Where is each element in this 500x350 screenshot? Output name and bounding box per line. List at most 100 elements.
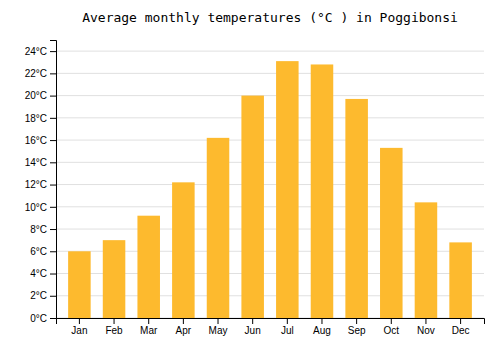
bar [103, 240, 126, 318]
bar [380, 148, 403, 318]
tick-mark [50, 296, 56, 297]
tick-mark [252, 318, 253, 324]
tick-mark [50, 251, 56, 252]
tick-mark [50, 73, 56, 74]
bar [449, 242, 472, 318]
tick-label: 10°C [25, 202, 47, 213]
bar [68, 251, 91, 318]
tick-mark [50, 162, 56, 163]
tick-mark [183, 318, 184, 324]
tick-label: 0°C [30, 313, 47, 324]
tick-mark [50, 318, 56, 319]
bar [345, 99, 368, 318]
tick-label: Jun [245, 325, 261, 336]
tick: Jul [281, 318, 294, 336]
grid [56, 51, 484, 318]
tick-mark [287, 318, 288, 324]
tick: Oct [384, 318, 400, 336]
tick-mark [50, 207, 56, 208]
plot-area: 0°C 2°C 4°C 6°C 8°C 10°C 12°C 14°C 16°C 18°C 20°C 2… [25, 41, 485, 337]
bar [137, 216, 160, 318]
tick-label: 12°C [25, 179, 47, 190]
tick-label: Oct [384, 325, 400, 336]
tick: Nov [417, 318, 435, 336]
tick-mark [356, 318, 357, 324]
tick: 12°C [25, 179, 56, 190]
grid-line [56, 184, 484, 185]
tick: 4°C [30, 268, 56, 279]
axis-line [57, 319, 485, 325]
tick-label: 22°C [25, 68, 47, 79]
tick: Dec [452, 318, 470, 336]
grid-line [56, 51, 484, 52]
tick-label: Aug [313, 325, 331, 336]
tick-label: 4°C [30, 268, 47, 279]
tick: 6°C [30, 246, 56, 257]
tick-mark [50, 51, 56, 52]
tick-label: Mar [140, 325, 158, 336]
chart-container: 0°C 2°C 4°C 6°C 8°C 10°C 12°C 14°C 16°C 18°C 20°C 2… [0, 0, 500, 350]
grid-line [56, 117, 484, 118]
tick-label: Sep [348, 325, 366, 336]
tick: Sep [348, 318, 366, 336]
x-axis: Jan Feb Mar Apr May Jun Jul Aug Sep Oct Nov Dec [57, 318, 485, 336]
tick: Feb [105, 318, 123, 336]
tick: 18°C [25, 113, 56, 124]
tick: Jan [71, 318, 87, 336]
tick-mark [79, 318, 80, 324]
tick-mark [50, 229, 56, 230]
y-axis: 0°C 2°C 4°C 6°C 8°C 10°C 12°C 14°C 16°C 18°C 20°C 2… [25, 41, 57, 324]
tick-mark [391, 318, 392, 324]
tick-label: 18°C [25, 113, 47, 124]
tick-mark [50, 140, 56, 141]
tick: Aug [313, 318, 331, 336]
tick-label: May [209, 325, 228, 336]
tick-label: 2°C [30, 290, 47, 301]
bar [172, 182, 195, 318]
tick-label: Nov [417, 325, 435, 336]
tick-mark [460, 318, 461, 324]
tick: May [209, 318, 228, 336]
tick: 8°C [30, 224, 56, 235]
tick-label: 6°C [30, 246, 47, 257]
tick: 20°C [25, 90, 56, 101]
tick: Mar [140, 318, 158, 336]
title: Average monthly temperatures (°C ) in Po… [82, 10, 458, 25]
tick: 0°C [30, 313, 56, 324]
tick: 22°C [25, 68, 56, 79]
tick-label: 24°C [25, 46, 47, 57]
bar [207, 138, 230, 318]
bars [68, 61, 472, 318]
tick-mark [425, 318, 426, 324]
grid-line [56, 162, 484, 163]
grid-line [56, 73, 484, 74]
tick: Apr [176, 318, 192, 336]
tick-label: Jan [71, 325, 87, 336]
tick-mark [321, 318, 322, 324]
tick-mark [148, 318, 149, 324]
axis-line [50, 41, 57, 319]
tick-mark [114, 318, 115, 324]
tick: 24°C [25, 46, 56, 57]
bar [415, 202, 438, 318]
tick-label: Feb [105, 325, 123, 336]
bar [311, 64, 334, 318]
tick-label: 16°C [25, 135, 47, 146]
tick-mark [50, 274, 56, 275]
bar [276, 61, 299, 318]
chart: 0°C 2°C 4°C 6°C 8°C 10°C 12°C 14°C 16°C 18°C 20°C 2… [0, 0, 500, 350]
tick: 10°C [25, 202, 56, 213]
bar [241, 96, 264, 318]
tick-label: 14°C [25, 157, 47, 168]
tick-label: Jul [281, 325, 294, 336]
tick: 2°C [30, 290, 56, 301]
tick-label: 8°C [30, 224, 47, 235]
tick-label: Dec [452, 325, 470, 336]
tick-mark [50, 96, 56, 97]
tick: 16°C [25, 135, 56, 146]
tick-label: 20°C [25, 90, 47, 101]
grid-line [56, 95, 484, 96]
tick-mark [50, 185, 56, 186]
tick-label: Apr [176, 325, 192, 336]
tick: 14°C [25, 157, 56, 168]
